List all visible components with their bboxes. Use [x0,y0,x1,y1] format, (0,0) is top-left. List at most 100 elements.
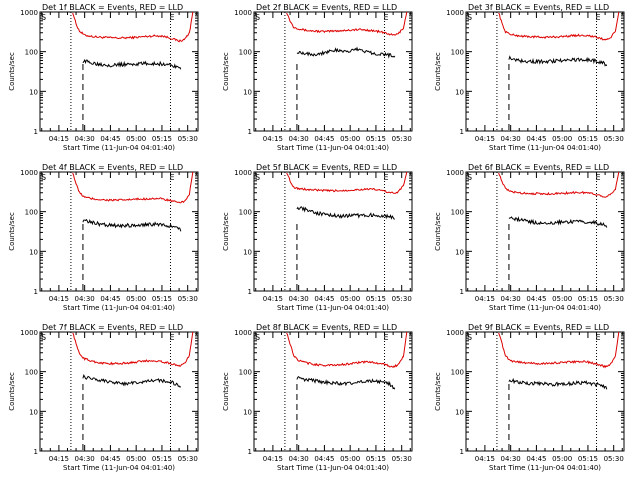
y-tick-label: 1 [460,448,464,456]
events-series-black [508,216,608,228]
chart-panel-6: Det 6f BLACK = Events, RED = LLD 1 10 100 10… [434,163,625,312]
y-tick-label: 10 [29,88,38,96]
x-tick-label: 05:00 [126,455,146,463]
lld-series-red [72,171,194,204]
x-tick-label: 04:45 [526,455,546,463]
axes-frame [39,11,199,132]
start-marker-label: S [467,173,472,182]
y-tick-label: 100 [451,49,464,57]
x-tick-label: 05:00 [552,455,572,463]
start-marker-label: S [467,333,472,342]
y-axis-label: Counts/sec [434,212,442,251]
chart-panel-3: Det 3f BLACK = Events, RED = LLD 1 10 100 10… [434,3,625,152]
start-marker-label: S [41,333,46,342]
lld-series-red [286,331,408,368]
x-tick-label: 04:45 [314,295,334,303]
start-marker-label: S [41,13,46,22]
x-tick-label: 04:15 [49,455,69,463]
x-tick-label: 04:30 [289,455,309,463]
x-tick-label: 05:00 [126,295,146,303]
axes-frame [253,331,413,452]
x-axis-label: Start Time (11-Jun-04 04:01:40) [277,304,389,312]
x-axis-label: Start Time (11-Jun-04 04:01:40) [63,144,175,152]
x-axis-label: Start Time (11-Jun-04 04:01:40) [63,304,175,312]
chart-panel-9: Det 9f BLACK = Events, RED = LLD 1 10 100 10… [434,323,625,472]
chart-panel-1: Det 1f BLACK = Events, RED = LLD 1 10 100 10… [8,3,199,152]
y-tick-label: 10 [243,248,252,256]
x-tick-label: 04:45 [314,135,334,143]
end-marker-label: E [596,13,601,22]
chart-panel-5: Det 5f BLACK = Events, RED = LLD 1 10 100 10… [222,163,413,312]
x-tick-label: 04:15 [49,135,69,143]
y-tick-label: 100 [239,49,252,57]
axes-frame [39,171,199,292]
x-tick-label: 05:15 [152,135,172,143]
y-axis-label: Counts/sec [222,52,230,91]
x-tick-label: 04:30 [501,135,521,143]
y-tick-label: 1000 [20,169,38,177]
y-tick-label: 10 [29,248,38,256]
start-marker-label: S [41,173,46,182]
end-marker-label: E [384,13,389,22]
lld-series-red [498,11,620,41]
y-tick-label: 10 [455,408,464,416]
end-marker-label: E [384,173,389,182]
x-tick-label: 05:15 [578,135,598,143]
y-tick-label: 100 [451,369,464,377]
y-tick-label: 10 [243,88,252,96]
y-tick-label: 1 [248,128,252,136]
x-tick-label: 05:30 [392,455,412,463]
y-axis-label: Counts/sec [8,52,16,91]
x-tick-label: 05:15 [578,295,598,303]
y-tick-label: 100 [25,49,38,57]
x-tick-label: 05:15 [366,455,386,463]
end-marker-label: E [596,173,601,182]
x-tick-label: 04:30 [75,295,95,303]
panel-title: Det 6f BLACK = Events, RED = LLD [468,163,609,172]
panel-title: Det 7f BLACK = Events, RED = LLD [42,323,183,332]
start-marker-label: S [255,173,260,182]
y-axis-label: Counts/sec [8,372,16,411]
start-marker-label: S [467,13,472,22]
x-tick-label: 05:30 [604,135,624,143]
y-tick-label: 1 [460,128,464,136]
y-tick-label: 100 [25,209,38,217]
lld-series-red [498,171,620,198]
chart-panel-4: Det 4f BLACK = Events, RED = LLD 1 10 100 10… [8,163,199,312]
y-tick-label: 1 [248,448,252,456]
lld-series-red [72,11,194,43]
events-series-black [508,55,608,67]
panel-title: Det 1f BLACK = Events, RED = LLD [42,3,183,12]
y-tick-label: 1 [34,288,38,296]
x-tick-label: 04:15 [263,295,283,303]
x-tick-label: 04:45 [100,295,120,303]
x-tick-label: 05:15 [152,455,172,463]
panel-title: Det 5f BLACK = Events, RED = LLD [256,163,397,172]
x-axis-label: Start Time (11-Jun-04 04:01:40) [277,464,389,472]
events-series-black [82,58,182,70]
y-axis-label: Counts/sec [8,212,16,251]
lld-series-red [286,11,408,36]
x-axis-label: Start Time (11-Jun-04 04:01:40) [489,464,601,472]
x-tick-label: 05:30 [604,295,624,303]
axes-frame [465,171,625,292]
x-tick-label: 04:45 [314,455,334,463]
x-tick-label: 04:30 [501,455,521,463]
start-marker-label: S [255,13,260,22]
panel-title: Det 9f BLACK = Events, RED = LLD [468,323,609,332]
y-tick-label: 1 [248,288,252,296]
x-tick-label: 05:30 [178,455,198,463]
x-tick-label: 05:30 [604,455,624,463]
x-tick-label: 04:45 [526,135,546,143]
end-marker-label: E [596,333,601,342]
x-tick-label: 04:30 [289,295,309,303]
x-tick-label: 05:00 [340,135,360,143]
x-tick-label: 05:30 [392,295,412,303]
x-tick-label: 04:30 [501,295,521,303]
y-tick-label: 10 [243,408,252,416]
y-tick-label: 1000 [446,329,464,337]
axes-frame [39,331,199,452]
x-tick-label: 05:30 [178,135,198,143]
events-series-black [296,46,396,59]
events-series-black [296,206,395,220]
